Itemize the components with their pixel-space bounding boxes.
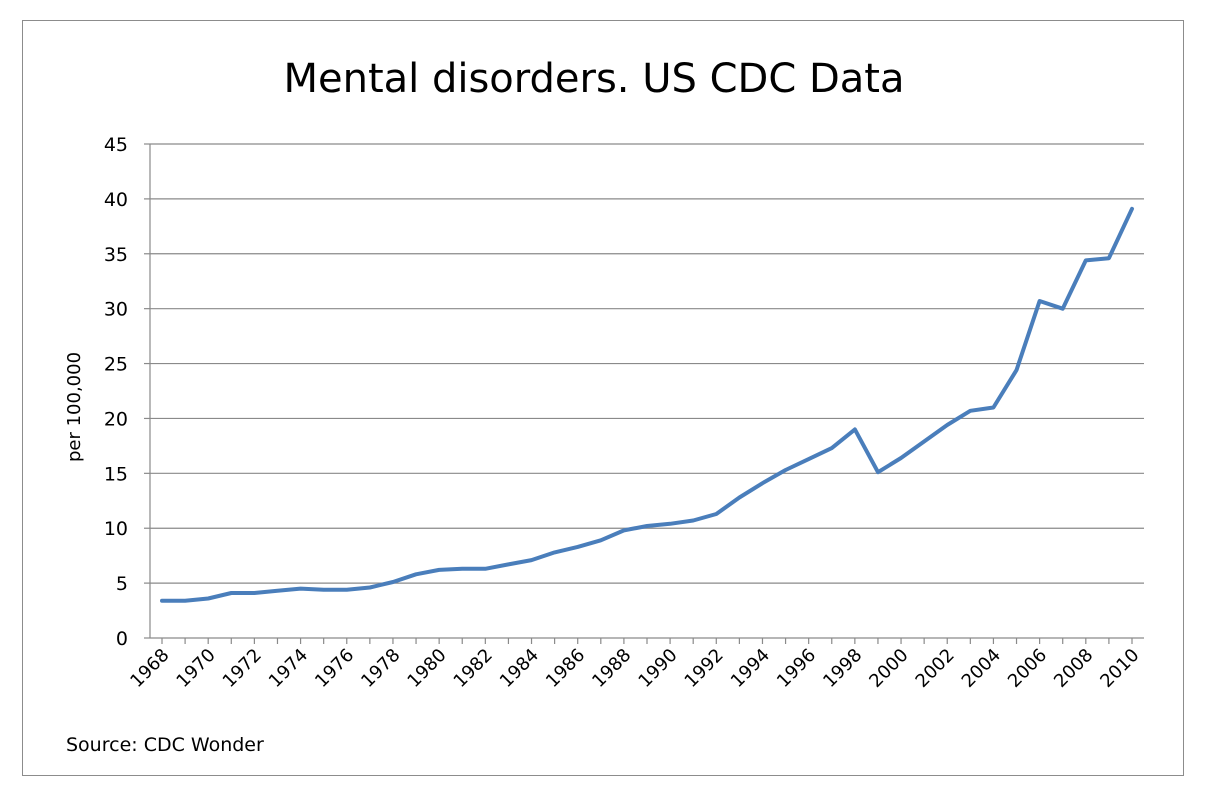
- x-tick-label: 1990: [634, 645, 681, 692]
- x-tick-label: 1980: [403, 645, 450, 692]
- y-tick-label: 5: [116, 573, 128, 595]
- x-tick-label: 1998: [819, 645, 866, 692]
- x-tick-label: 1994: [727, 645, 774, 692]
- x-tick-label: 1996: [773, 645, 820, 692]
- x-tick-label: 1970: [172, 645, 219, 692]
- y-tick-labels: 0 5 10 15 20 25 30 35 40 45: [104, 134, 128, 650]
- x-tick-label: 1976: [311, 645, 358, 692]
- gridlines: [150, 143, 1144, 584]
- y-tick-label: 35: [104, 244, 128, 266]
- x-tick-label: 2006: [1004, 645, 1051, 692]
- y-axis-label: per 100,000: [64, 352, 85, 462]
- y-tick-label: 25: [104, 354, 128, 376]
- source-note: Source: CDC Wonder: [66, 734, 264, 756]
- x-tick-label: 2004: [958, 645, 1005, 692]
- y-tick-label: 15: [104, 463, 128, 485]
- x-tick-label: 1982: [450, 645, 497, 692]
- x-tick-label: 2000: [865, 645, 912, 692]
- x-tick-label: 1978: [357, 645, 404, 692]
- x-tick-label: 1988: [588, 645, 635, 692]
- y-tick-label: 40: [104, 189, 128, 211]
- y-tick-label: 0: [116, 628, 128, 650]
- x-tick-label: 2010: [1096, 645, 1143, 692]
- series-line: [160, 206, 1134, 603]
- x-tick-label: 1984: [496, 645, 543, 692]
- x-tick-label: 1972: [219, 645, 266, 692]
- x-tick-label: 1974: [265, 645, 312, 692]
- y-tick-label: 20: [104, 408, 128, 430]
- y-tick-label: 45: [104, 134, 128, 156]
- x-tick-label: 1986: [542, 645, 589, 692]
- chart-title: Mental disorders. US CDC Data: [283, 56, 905, 102]
- axes: [144, 143, 1144, 644]
- x-tick-label: 1968: [126, 645, 173, 692]
- x-tick-label: 2008: [1050, 645, 1097, 692]
- series-group: [160, 206, 1134, 603]
- y-tick-label: 30: [104, 299, 128, 321]
- chart-frame: [22, 20, 1184, 776]
- x-tick-label: 1992: [681, 645, 728, 692]
- x-tick-label: 2002: [912, 645, 959, 692]
- x-tick-labels: 1968197019721974197619781980198219841986…: [126, 645, 1143, 692]
- y-tick-label: 10: [104, 518, 128, 540]
